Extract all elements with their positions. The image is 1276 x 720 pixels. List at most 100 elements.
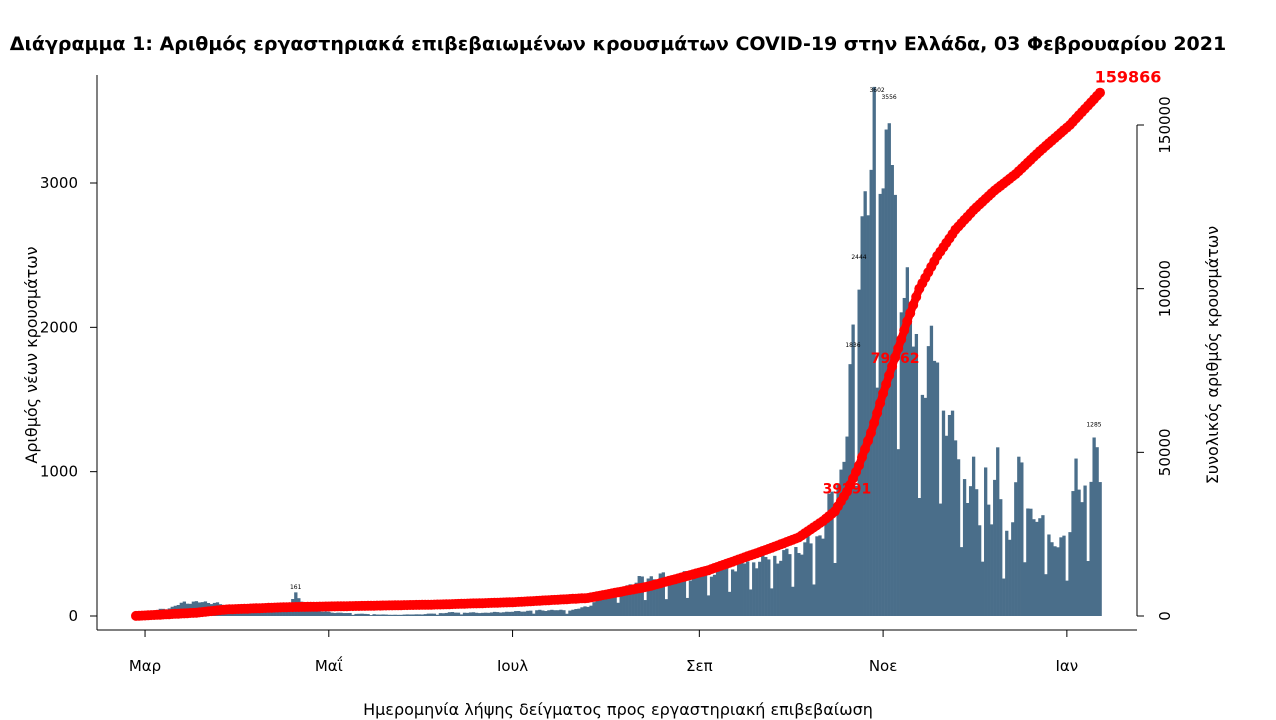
bar <box>477 613 482 616</box>
bar <box>526 610 530 616</box>
bar <box>999 499 1003 616</box>
bar <box>788 554 792 616</box>
bar <box>462 612 467 616</box>
bar <box>782 550 786 616</box>
bar <box>285 610 289 616</box>
cumulative-point <box>872 408 883 419</box>
bar <box>836 483 840 616</box>
cumulative-point <box>893 343 904 354</box>
bar <box>902 297 906 616</box>
bar <box>718 568 723 616</box>
bar <box>508 611 512 616</box>
y2-tick-label: 150000 <box>1156 96 1174 153</box>
bar <box>254 611 259 616</box>
bar <box>318 611 322 616</box>
bar <box>827 493 831 616</box>
bar <box>553 610 557 616</box>
bar <box>749 589 753 616</box>
bar <box>315 610 319 616</box>
bar <box>712 574 717 616</box>
bar <box>450 612 455 616</box>
bar <box>571 609 575 616</box>
bar <box>309 611 313 616</box>
bar <box>333 612 337 616</box>
bar <box>1026 508 1030 616</box>
bar <box>447 612 452 616</box>
bar <box>468 612 473 616</box>
bar <box>544 611 548 616</box>
bar <box>812 584 816 616</box>
cumulative-point <box>887 361 898 372</box>
bar <box>996 447 1000 616</box>
bar <box>495 612 500 616</box>
bar <box>1002 578 1006 616</box>
y2-tick-label: 100000 <box>1156 260 1174 317</box>
bar <box>1020 462 1024 616</box>
bar <box>634 582 638 616</box>
bar <box>679 575 684 616</box>
bar <box>917 498 922 616</box>
bar <box>803 542 807 616</box>
bar <box>459 614 464 616</box>
bar <box>670 576 675 616</box>
bar <box>643 600 647 616</box>
bar <box>911 346 916 616</box>
bar <box>752 562 756 616</box>
bar <box>746 561 750 616</box>
bar <box>935 362 940 616</box>
bar <box>914 333 919 616</box>
bar <box>809 543 813 616</box>
bar <box>378 614 382 616</box>
bar <box>474 612 479 616</box>
bar <box>866 215 870 617</box>
bar <box>616 602 620 616</box>
bar <box>631 586 635 616</box>
bar <box>366 614 370 616</box>
bar <box>1062 535 1066 616</box>
bar <box>929 325 934 616</box>
bar <box>724 564 729 616</box>
annotations-group: 159866 79062 39291 <box>823 68 1162 498</box>
bar <box>890 165 894 616</box>
bar <box>420 614 424 616</box>
bar <box>1086 561 1090 616</box>
bar <box>517 611 521 616</box>
bar <box>613 591 617 616</box>
bar <box>480 612 485 616</box>
bar <box>956 459 961 616</box>
bar <box>270 610 274 616</box>
cumulative-point <box>1095 87 1105 98</box>
bar <box>944 435 949 616</box>
bar <box>794 547 798 616</box>
bar <box>962 479 967 616</box>
bar-value-label: 1836 <box>845 342 860 349</box>
bar <box>908 311 913 616</box>
bar <box>1035 521 1039 616</box>
bar <box>965 502 970 616</box>
bar <box>505 611 509 616</box>
bar <box>408 614 412 616</box>
bar <box>402 614 406 616</box>
bar <box>872 86 876 616</box>
bar <box>800 554 804 616</box>
bar <box>264 611 268 616</box>
bar <box>764 557 768 616</box>
bar <box>1005 530 1009 616</box>
bar <box>667 580 672 616</box>
bar <box>646 578 650 616</box>
chart-title: Διάγραμμα 1: Αριθμός εργαστηριακά επιβεβ… <box>10 33 1226 55</box>
bar <box>492 611 497 616</box>
y2-tick-label: 0 <box>1156 611 1174 621</box>
bar <box>875 387 879 616</box>
bar <box>833 562 837 616</box>
bar <box>941 410 946 616</box>
bar <box>715 568 720 616</box>
bar <box>673 577 678 616</box>
bar <box>649 576 653 616</box>
cumulative-point <box>890 352 901 363</box>
bar <box>688 580 693 616</box>
bar <box>327 611 331 616</box>
bar <box>845 436 849 616</box>
bar <box>598 600 602 616</box>
